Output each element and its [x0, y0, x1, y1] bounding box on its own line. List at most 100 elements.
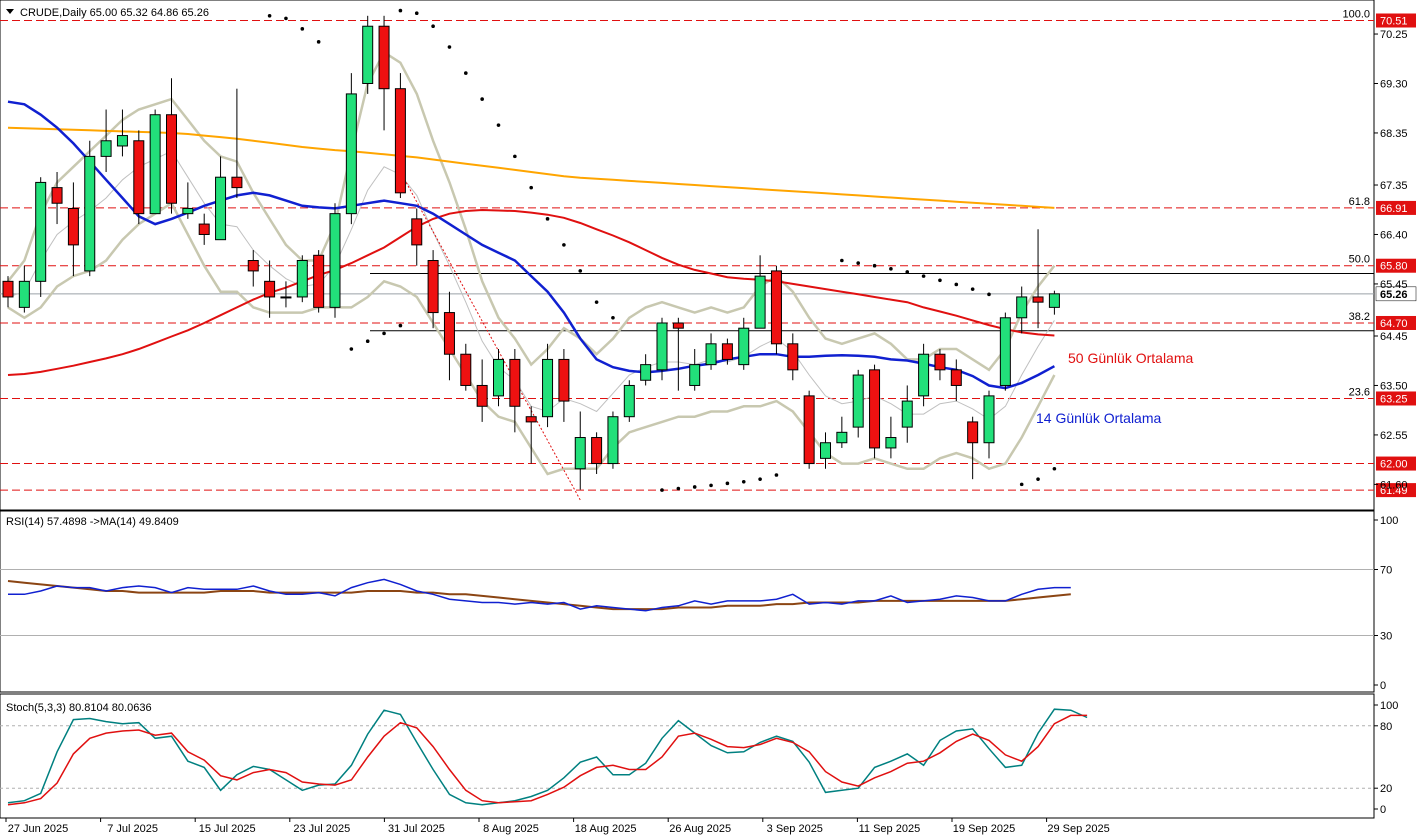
bear-candle — [378, 25, 390, 90]
psar-dot — [267, 14, 272, 18]
fib-ratio-label: 38.2 — [1349, 311, 1370, 323]
bull-candle — [983, 395, 995, 444]
psar-dot — [578, 269, 583, 273]
rsi-axis[interactable]: 100 70 30 0 — [1374, 515, 1398, 692]
bear-candle — [1032, 296, 1044, 303]
bear-candle — [967, 421, 979, 444]
price-axis[interactable]: 70.51 66.91 65.80 64.70 63.25 62.00 61.49 65.26… — [1374, 13, 1417, 498]
bull-candle — [18, 280, 30, 308]
price-tick-label: 70.25 — [1380, 29, 1408, 41]
bull-candle — [296, 260, 308, 298]
fibonacci-levels: 100.0 61.8 50.0 38.2 23.6 — [0, 8, 1374, 491]
bear-candle — [509, 358, 521, 407]
date-axis[interactable]: 27 Jun 2025 7 Jul 2025 15 Jul 2025 23 Jul 2… — [5, 818, 1110, 835]
bull-candle — [149, 114, 161, 215]
psar-dot — [316, 40, 321, 44]
bull-candle — [738, 327, 750, 366]
rsi-pane-frame — [0, 510, 1375, 693]
psar-dot — [921, 274, 926, 278]
rsi-pane[interactable]: RSI(14) 57.4898 ->MA(14) 49.8409 — [0, 510, 1375, 693]
psar-dot — [905, 270, 910, 274]
price-tick-label: 65.45 — [1380, 279, 1408, 291]
date-label: 31 Jul 2025 — [388, 823, 445, 835]
psar-dot — [513, 154, 517, 159]
psar-dot — [660, 488, 664, 492]
bear-candle — [2, 280, 14, 298]
date-label: 23 Jul 2025 — [293, 823, 350, 835]
fib-price-tag-bg — [1376, 315, 1416, 330]
psar-dot — [382, 331, 386, 336]
bear-candle — [51, 187, 63, 204]
current-price-tag-bg — [1375, 286, 1417, 302]
bull-candle — [362, 25, 374, 84]
fib-price-tag-bg — [1376, 391, 1416, 406]
fib-price-tag: 61.49 — [1380, 485, 1408, 497]
psar-dot — [709, 483, 713, 488]
bear-candle — [934, 353, 946, 371]
psar-dot — [545, 217, 550, 221]
psar-dot — [349, 347, 354, 351]
bear-candle — [247, 260, 259, 272]
stochastic-axis[interactable]: 100 80 20 0 — [1374, 700, 1398, 816]
date-label: 8 Aug 2025 — [483, 823, 539, 835]
rsi-tick-label: 70 — [1380, 565, 1392, 577]
bear-candle — [950, 369, 962, 386]
date-label: 7 Jul 2025 — [107, 823, 158, 835]
rsi-line — [8, 578, 1071, 612]
date-label: 18 Aug 2025 — [575, 823, 637, 835]
bear-candle — [803, 395, 815, 465]
psar-dot — [480, 97, 484, 101]
bull-candle — [345, 93, 357, 215]
bull-candle — [1016, 296, 1028, 319]
psar-dot — [611, 315, 615, 320]
bull-candle — [836, 431, 848, 444]
psar-dot — [529, 185, 533, 190]
bull-candle — [1048, 293, 1060, 308]
psar-dot — [725, 481, 730, 486]
date-label: 15 Jul 2025 — [199, 823, 256, 835]
parabolic-sar-dots — [267, 8, 1057, 492]
date-label: 27 Jun 2025 — [8, 823, 69, 835]
psar-dot — [431, 24, 435, 29]
stochastic-pane-frame — [0, 693, 1375, 819]
psar-dot — [1019, 482, 1024, 487]
psar-dot — [692, 485, 697, 489]
title-dropdown-icon[interactable] — [6, 9, 14, 14]
bear-candle — [198, 223, 210, 235]
bear-candle — [166, 114, 177, 204]
annotation-14-day-ma: 14 Günlük Ortalama — [1036, 410, 1161, 426]
psar-dot — [284, 16, 288, 21]
fib-price-tag: 70.51 — [1380, 15, 1408, 27]
bull-candle — [852, 374, 864, 428]
rsi-tick-label: 0 — [1380, 680, 1386, 692]
price-tick-label: 64.45 — [1380, 331, 1408, 343]
fib-price-tag-bg — [1376, 483, 1416, 498]
price-pane[interactable]: 100.0 61.8 50.0 38.2 23.6 CRUDE,Daily 65.00 … — [0, 0, 1375, 511]
bull-candle — [116, 135, 128, 147]
price-tick-label: 68.35 — [1380, 128, 1408, 140]
bear-candle — [476, 384, 488, 407]
bear-candle — [394, 88, 406, 194]
bear-candle — [133, 140, 145, 215]
psar-dot — [889, 267, 893, 271]
stoch-tick-label: 100 — [1380, 700, 1398, 712]
bull-candle — [329, 213, 341, 308]
bollinger-upper-band — [7, 50, 1056, 372]
psar-dot — [758, 477, 762, 481]
date-label: 11 Sep 2025 — [859, 823, 921, 835]
date-label: 29 Sep 2025 — [1047, 823, 1109, 835]
psar-dot — [1036, 477, 1040, 481]
fib-price-tag: 64.70 — [1380, 318, 1408, 330]
bear-candle — [869, 369, 881, 449]
psar-dot — [970, 287, 975, 291]
bull-candle — [901, 400, 913, 428]
psar-dot — [496, 123, 501, 127]
psar-dot — [1052, 466, 1057, 471]
bull-candle — [885, 437, 897, 449]
bull-candle — [215, 176, 227, 241]
stochastic-pane[interactable]: Stoch(5,3,3) 80.8104 80.0636 — [0, 693, 1375, 819]
stochastic-d-line — [7, 714, 1088, 806]
sma-50-line — [7, 208, 1055, 376]
bull-candle — [705, 343, 717, 366]
